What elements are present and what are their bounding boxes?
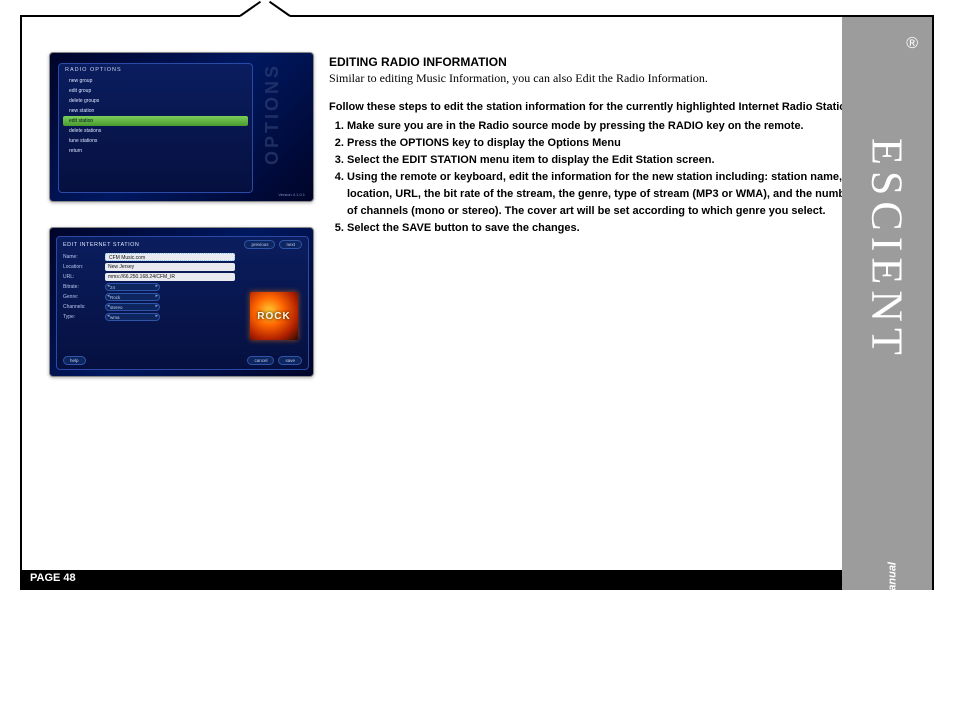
field-label: URL: — [63, 274, 101, 280]
option-item: delete stations — [59, 126, 252, 136]
option-item: return — [59, 146, 252, 156]
section-heading: EDITING RADIO INFORMATION — [329, 55, 859, 69]
frame-notch — [240, 0, 290, 18]
edit-station-panel: EDIT INTERNET STATION previous next Name… — [56, 236, 309, 370]
name-field: CFM Music.com — [105, 253, 235, 261]
instructions-lead: Follow these steps to edit the station i… — [329, 100, 859, 116]
url-field: mms://66.250.168.24/CFM_IR — [105, 273, 235, 281]
field-label: Bitrate: — [63, 284, 101, 290]
field-label: Type: — [63, 314, 101, 320]
brand-logo: ESCIENT — [862, 49, 913, 449]
type-dropdown: wma — [105, 313, 160, 321]
edit-station-title: EDIT INTERNET STATION — [63, 242, 240, 248]
next-button: next — [279, 240, 302, 249]
channels-dropdown: stereo — [105, 303, 160, 311]
cover-art-label: ROCK — [257, 311, 290, 322]
field-label: Name: — [63, 254, 101, 260]
bitrate-dropdown: 24 — [105, 283, 160, 291]
version-label: Version 4.1.0.1 — [278, 192, 305, 197]
cancel-button: cancel — [247, 356, 274, 365]
manual-title: FireBall™ SEi User's Manual — [886, 562, 898, 711]
option-item: new group — [59, 76, 252, 86]
screenshots-column: RADIO OPTIONS new group edit group delet… — [49, 52, 329, 572]
instruction-step: Make sure you are in the Radio source mo… — [347, 118, 859, 135]
genre-dropdown: Rock — [105, 293, 160, 301]
option-item: delete groups — [59, 96, 252, 106]
field-label: Genre: — [63, 294, 101, 300]
instructions-list: Make sure you are in the Radio source mo… — [329, 118, 859, 237]
options-panel-title: RADIO OPTIONS — [59, 64, 252, 76]
brand-sidebar: ® ESCIENT FireBall™ SEi User's Manual — [842, 17, 932, 590]
page-number: PAGE 48 — [30, 572, 76, 584]
page-frame: RADIO OPTIONS new group edit group delet… — [20, 15, 934, 590]
options-side-label: OPTIONS — [262, 65, 307, 165]
screenshot-edit-station: EDIT INTERNET STATION previous next Name… — [49, 227, 314, 377]
location-field: New Jersey — [105, 263, 235, 271]
option-item: edit group — [59, 86, 252, 96]
option-item: tune stations — [59, 136, 252, 146]
option-item-selected: edit station — [63, 116, 248, 126]
instruction-step: Press the OPTIONS key to display the Opt… — [347, 135, 859, 152]
instruction-step: Select the SAVE button to save the chang… — [347, 220, 859, 237]
option-item: new station — [59, 106, 252, 116]
help-button: help — [63, 356, 86, 365]
cover-art: ROCK — [250, 292, 298, 340]
field-label: Channels: — [63, 304, 101, 310]
content-area: RADIO OPTIONS new group edit group delet… — [49, 52, 864, 572]
edit-station-footer: help cancel save — [63, 356, 302, 365]
intro-text: Similar to editing Music Information, yo… — [329, 71, 859, 86]
page-footer: PAGE 48 — [22, 570, 932, 588]
options-panel: RADIO OPTIONS new group edit group delet… — [58, 63, 253, 193]
edit-station-header: EDIT INTERNET STATION previous next — [57, 237, 308, 252]
save-button: save — [278, 356, 302, 365]
field-label: Location: — [63, 264, 101, 270]
screenshot-options-menu: RADIO OPTIONS new group edit group delet… — [49, 52, 314, 202]
instruction-step: Using the remote or keyboard, edit the i… — [347, 169, 859, 220]
text-column: EDITING RADIO INFORMATION Similar to edi… — [329, 52, 864, 572]
instruction-step: Select the EDIT STATION menu item to dis… — [347, 152, 859, 169]
prev-button: previous — [244, 240, 275, 249]
